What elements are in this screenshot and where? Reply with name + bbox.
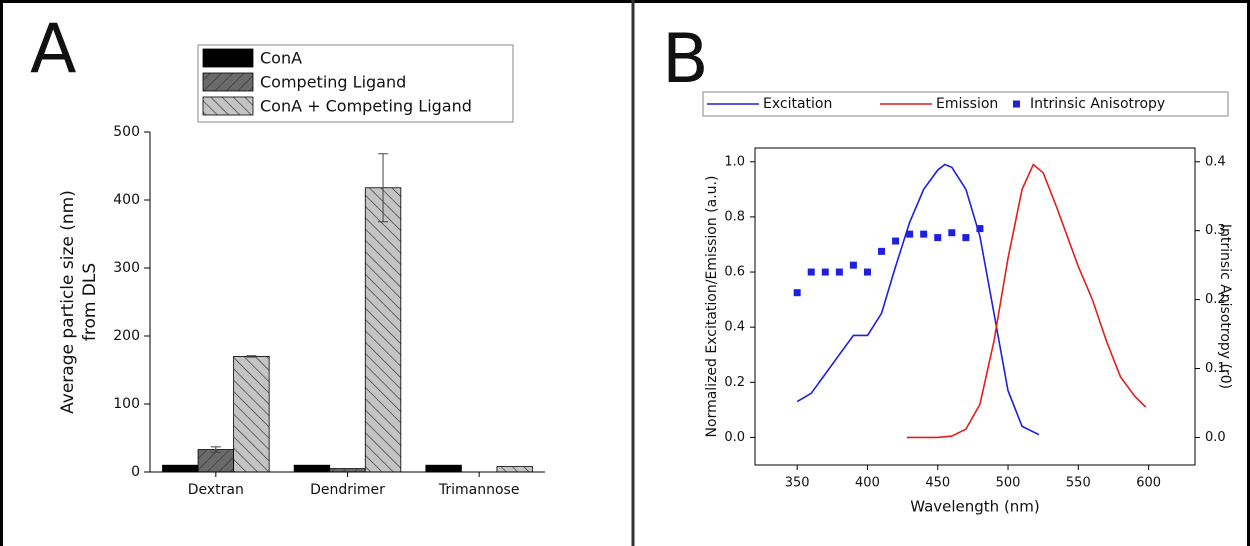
legend-swatch — [202, 48, 254, 68]
bar — [233, 355, 270, 473]
marker — [793, 289, 801, 297]
legend-label: Intrinsic Anisotropy — [1030, 96, 1165, 112]
legend-label: ConA + Competing Ligand — [260, 97, 472, 116]
y-axis-label: Average particle size (nm) — [58, 190, 78, 414]
y-tick-label: 1.0 — [724, 154, 745, 169]
y-axis-label: Normalized Excitation/Emission (a.u.) — [704, 176, 720, 438]
error-bar — [378, 153, 389, 223]
y-tick-label: 0.2 — [724, 375, 745, 390]
y-tick-label: 0.6 — [724, 265, 745, 280]
panel-label: B — [662, 20, 709, 99]
legend-label: ConA — [260, 49, 302, 68]
y-tick-label: 300 — [113, 260, 140, 276]
marker — [976, 225, 984, 233]
bar — [496, 466, 533, 473]
x-tick-label: 600 — [1136, 476, 1161, 491]
bar — [329, 468, 366, 473]
marker — [878, 247, 886, 255]
y-tick-label: 0.8 — [724, 209, 745, 224]
x-tick-label: 450 — [925, 476, 950, 491]
x-tick-label: Trimannose — [438, 482, 520, 498]
series-line — [906, 163, 1147, 439]
legend-box — [702, 91, 1229, 117]
chart-panel: B 350 400 450 500 550 600 0.0 0.2 0.4 0.6 0.8 1.0 0.0… — [662, 20, 1233, 516]
bar — [364, 187, 402, 473]
marker — [892, 237, 900, 245]
bar — [425, 464, 462, 473]
legend-swatch — [202, 96, 254, 116]
bar — [162, 464, 199, 473]
y-tick-label: 500 — [113, 124, 140, 140]
error-bar — [210, 446, 221, 453]
marker — [807, 268, 815, 276]
marker — [948, 229, 956, 237]
legend-swatch — [202, 72, 254, 92]
series-line — [796, 163, 1040, 436]
marker — [821, 268, 829, 276]
legend-marker — [1013, 100, 1020, 108]
plot-frame — [754, 147, 1196, 466]
error-bar — [246, 355, 257, 358]
marker — [863, 268, 871, 276]
legend-label: Excitation — [763, 96, 832, 112]
marker — [835, 268, 843, 276]
bar — [197, 449, 235, 473]
y-tick-label: 400 — [113, 192, 140, 208]
bar — [293, 464, 331, 473]
marker — [920, 230, 928, 238]
y2-tick-label: 0.0 — [1205, 430, 1226, 445]
y2-tick-label: 0.3 — [1205, 223, 1226, 238]
y-tick-label: 200 — [113, 328, 140, 344]
panel-label: A — [30, 10, 77, 89]
x-tick-label: 550 — [1066, 476, 1091, 491]
y2-tick-label: 0.2 — [1205, 292, 1226, 307]
marker — [906, 230, 914, 238]
y2-axis-label: Intrinsic Anisotropy (r0) — [1217, 224, 1233, 389]
marker — [934, 234, 942, 242]
x-tick-label: Dendrimer — [310, 482, 385, 498]
y-tick-label: 0.4 — [724, 320, 745, 335]
chart-panel: A Average particle size (nm) from DLS 0 100 2… — [30, 10, 545, 498]
marker — [849, 261, 857, 269]
y2-tick-label: 0.1 — [1205, 361, 1226, 376]
x-tick-label: 400 — [855, 476, 880, 491]
legend-label: Emission — [936, 96, 998, 112]
x-axis-label: Wavelength (nm) — [910, 498, 1040, 516]
y-tick-label: 100 — [113, 396, 140, 412]
legend-label: Competing Ligand — [260, 73, 406, 92]
y2-tick-label: 0.4 — [1205, 154, 1226, 169]
marker — [962, 234, 970, 242]
x-tick-label: 500 — [996, 476, 1021, 491]
x-tick-label: 350 — [785, 476, 810, 491]
legend: Excitation Emission Intrinsic Anisotropy — [702, 91, 1229, 117]
y-tick-label: 0 — [131, 464, 140, 480]
legend: ConA Competing Ligand ConA + Competing Lig… — [197, 44, 514, 123]
y-tick-label: 0.0 — [724, 430, 745, 445]
y-axis-label: from DLS — [80, 263, 100, 341]
x-tick-label: Dextran — [188, 482, 244, 498]
